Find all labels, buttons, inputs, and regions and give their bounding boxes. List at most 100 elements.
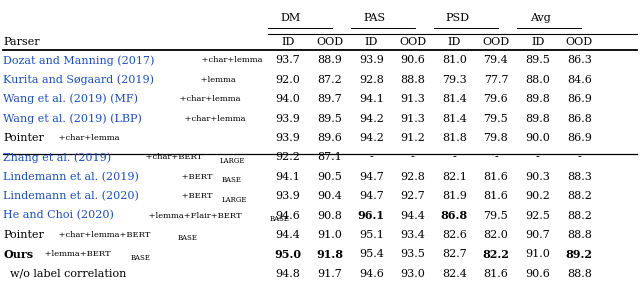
Text: 81.0: 81.0 bbox=[442, 55, 467, 65]
Text: 94.4: 94.4 bbox=[401, 210, 425, 221]
Text: Pointer: Pointer bbox=[3, 230, 44, 240]
Text: 90.6: 90.6 bbox=[525, 269, 550, 279]
Text: ID: ID bbox=[365, 37, 378, 47]
Text: 94.8: 94.8 bbox=[276, 269, 300, 279]
Text: 79.6: 79.6 bbox=[484, 94, 508, 104]
Text: Wang et al. (2019) (LBP): Wang et al. (2019) (LBP) bbox=[3, 113, 142, 124]
Text: 94.1: 94.1 bbox=[359, 94, 383, 104]
Text: -: - bbox=[452, 152, 456, 162]
Text: 91.0: 91.0 bbox=[525, 249, 550, 259]
Text: 92.0: 92.0 bbox=[276, 75, 300, 85]
Text: +BERT: +BERT bbox=[179, 173, 212, 181]
Text: 79.4: 79.4 bbox=[484, 55, 508, 65]
Text: +char+lemma: +char+lemma bbox=[177, 95, 241, 103]
Text: w/o label correlation: w/o label correlation bbox=[3, 269, 127, 279]
Text: 94.7: 94.7 bbox=[359, 191, 383, 201]
Text: 88.8: 88.8 bbox=[567, 230, 591, 240]
Text: 93.9: 93.9 bbox=[359, 55, 383, 65]
Text: Lindemann et al. (2019): Lindemann et al. (2019) bbox=[3, 172, 139, 182]
Text: 86.8: 86.8 bbox=[567, 114, 591, 124]
Text: Parser: Parser bbox=[3, 37, 40, 47]
Text: 91.7: 91.7 bbox=[317, 269, 342, 279]
Text: OOD: OOD bbox=[316, 37, 343, 47]
Text: 93.9: 93.9 bbox=[276, 114, 300, 124]
Text: He and Choi (2020): He and Choi (2020) bbox=[3, 210, 114, 221]
Text: 89.5: 89.5 bbox=[525, 55, 550, 65]
Text: Avg: Avg bbox=[530, 13, 551, 23]
Text: +char+BERT: +char+BERT bbox=[143, 153, 202, 161]
Text: 93.5: 93.5 bbox=[401, 249, 425, 259]
Text: 94.2: 94.2 bbox=[359, 114, 383, 124]
Text: 87.1: 87.1 bbox=[317, 152, 342, 162]
Text: 92.8: 92.8 bbox=[359, 75, 383, 85]
Text: 81.9: 81.9 bbox=[442, 191, 467, 201]
Text: LARGE: LARGE bbox=[219, 157, 244, 165]
Text: 82.2: 82.2 bbox=[483, 249, 509, 260]
Text: LARGE: LARGE bbox=[221, 196, 247, 203]
Text: 89.5: 89.5 bbox=[317, 114, 342, 124]
Text: 92.7: 92.7 bbox=[401, 191, 425, 201]
Text: +lemma+Flair+BERT: +lemma+Flair+BERT bbox=[147, 212, 242, 219]
Text: 91.2: 91.2 bbox=[401, 133, 425, 143]
Text: 82.0: 82.0 bbox=[484, 230, 508, 240]
Text: Pointer: Pointer bbox=[3, 133, 44, 143]
Text: -: - bbox=[411, 152, 415, 162]
Text: 91.3: 91.3 bbox=[401, 114, 425, 124]
Text: 90.8: 90.8 bbox=[317, 210, 342, 221]
Text: +char+lemma: +char+lemma bbox=[198, 56, 262, 64]
Text: 79.5: 79.5 bbox=[484, 114, 508, 124]
Text: -: - bbox=[577, 152, 581, 162]
Text: 93.0: 93.0 bbox=[401, 269, 425, 279]
Text: 93.9: 93.9 bbox=[276, 191, 300, 201]
Text: +lemma+BERT: +lemma+BERT bbox=[42, 250, 111, 258]
Text: 84.6: 84.6 bbox=[567, 75, 591, 85]
Text: 86.9: 86.9 bbox=[567, 133, 591, 143]
Text: Lindemann et al. (2020): Lindemann et al. (2020) bbox=[3, 191, 139, 201]
Text: 94.7: 94.7 bbox=[359, 172, 383, 182]
Text: OOD: OOD bbox=[483, 37, 509, 47]
Text: 79.8: 79.8 bbox=[484, 133, 508, 143]
Text: 81.6: 81.6 bbox=[484, 191, 508, 201]
Text: 94.0: 94.0 bbox=[276, 94, 300, 104]
Text: PSD: PSD bbox=[445, 13, 469, 23]
Text: 88.2: 88.2 bbox=[567, 210, 591, 221]
Text: 90.7: 90.7 bbox=[525, 230, 550, 240]
Text: 88.0: 88.0 bbox=[525, 75, 550, 85]
Text: 87.2: 87.2 bbox=[317, 75, 342, 85]
Text: 86.9: 86.9 bbox=[567, 94, 591, 104]
Text: BASE: BASE bbox=[131, 254, 150, 262]
Text: ID: ID bbox=[282, 37, 294, 47]
Text: OOD: OOD bbox=[566, 37, 593, 47]
Text: 82.4: 82.4 bbox=[442, 269, 467, 279]
Text: -: - bbox=[494, 152, 498, 162]
Text: 88.2: 88.2 bbox=[567, 191, 591, 201]
Text: 77.7: 77.7 bbox=[484, 75, 508, 85]
Text: Dozat and Manning (2017): Dozat and Manning (2017) bbox=[3, 55, 155, 66]
Text: 90.4: 90.4 bbox=[317, 191, 342, 201]
Text: +BERT: +BERT bbox=[179, 192, 212, 200]
Text: BASE: BASE bbox=[221, 176, 242, 184]
Text: 82.1: 82.1 bbox=[442, 172, 467, 182]
Text: 81.6: 81.6 bbox=[484, 269, 508, 279]
Text: 91.3: 91.3 bbox=[401, 94, 425, 104]
Text: 95.4: 95.4 bbox=[359, 249, 383, 259]
Text: 81.8: 81.8 bbox=[442, 133, 467, 143]
Text: +char+lemma: +char+lemma bbox=[56, 134, 120, 142]
Text: 94.4: 94.4 bbox=[276, 230, 300, 240]
Text: 88.9: 88.9 bbox=[317, 55, 342, 65]
Text: 93.4: 93.4 bbox=[401, 230, 425, 240]
Text: 89.6: 89.6 bbox=[317, 133, 342, 143]
Text: 89.8: 89.8 bbox=[525, 94, 550, 104]
Text: 92.8: 92.8 bbox=[401, 172, 425, 182]
Text: 89.2: 89.2 bbox=[566, 249, 593, 260]
Text: Kurita and Søgaard (2019): Kurita and Søgaard (2019) bbox=[3, 74, 154, 85]
Text: -: - bbox=[369, 152, 373, 162]
Text: 91.0: 91.0 bbox=[317, 230, 342, 240]
Text: 88.8: 88.8 bbox=[401, 75, 425, 85]
Text: PAS: PAS bbox=[363, 13, 385, 23]
Text: +lemma: +lemma bbox=[198, 76, 236, 84]
Text: 96.1: 96.1 bbox=[358, 210, 385, 221]
Text: 81.4: 81.4 bbox=[442, 94, 467, 104]
Text: 89.8: 89.8 bbox=[525, 114, 550, 124]
Text: 94.6: 94.6 bbox=[359, 269, 383, 279]
